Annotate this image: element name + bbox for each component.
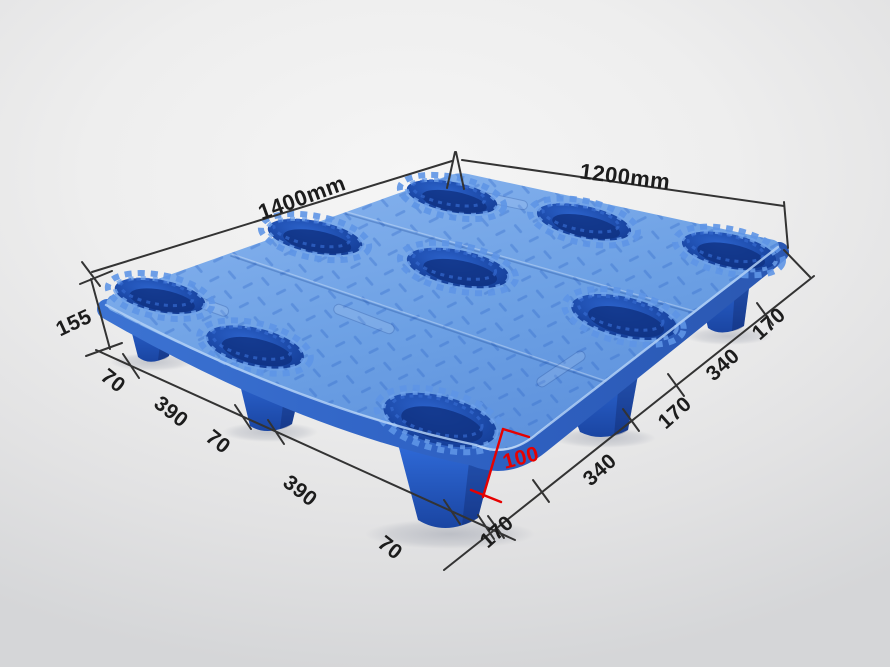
- deck-antislip-pattern: [106, 173, 779, 449]
- pallet-cup: [257, 210, 373, 264]
- deck-edge-highlight: [104, 245, 780, 452]
- pallet-cup: [396, 239, 520, 297]
- pallet-cup: [373, 384, 507, 456]
- pallet-cup: [672, 223, 786, 279]
- pallet-cup: [527, 195, 641, 249]
- pallet-foot-cups: [104, 171, 786, 456]
- dimension-lines: [79, 151, 815, 571]
- pallet-cup: [396, 171, 508, 223]
- pallet-cup: [561, 286, 687, 348]
- foot-height-callout: [469, 427, 531, 504]
- pallet-cup: [104, 270, 216, 322]
- pallet-cup: [196, 317, 314, 377]
